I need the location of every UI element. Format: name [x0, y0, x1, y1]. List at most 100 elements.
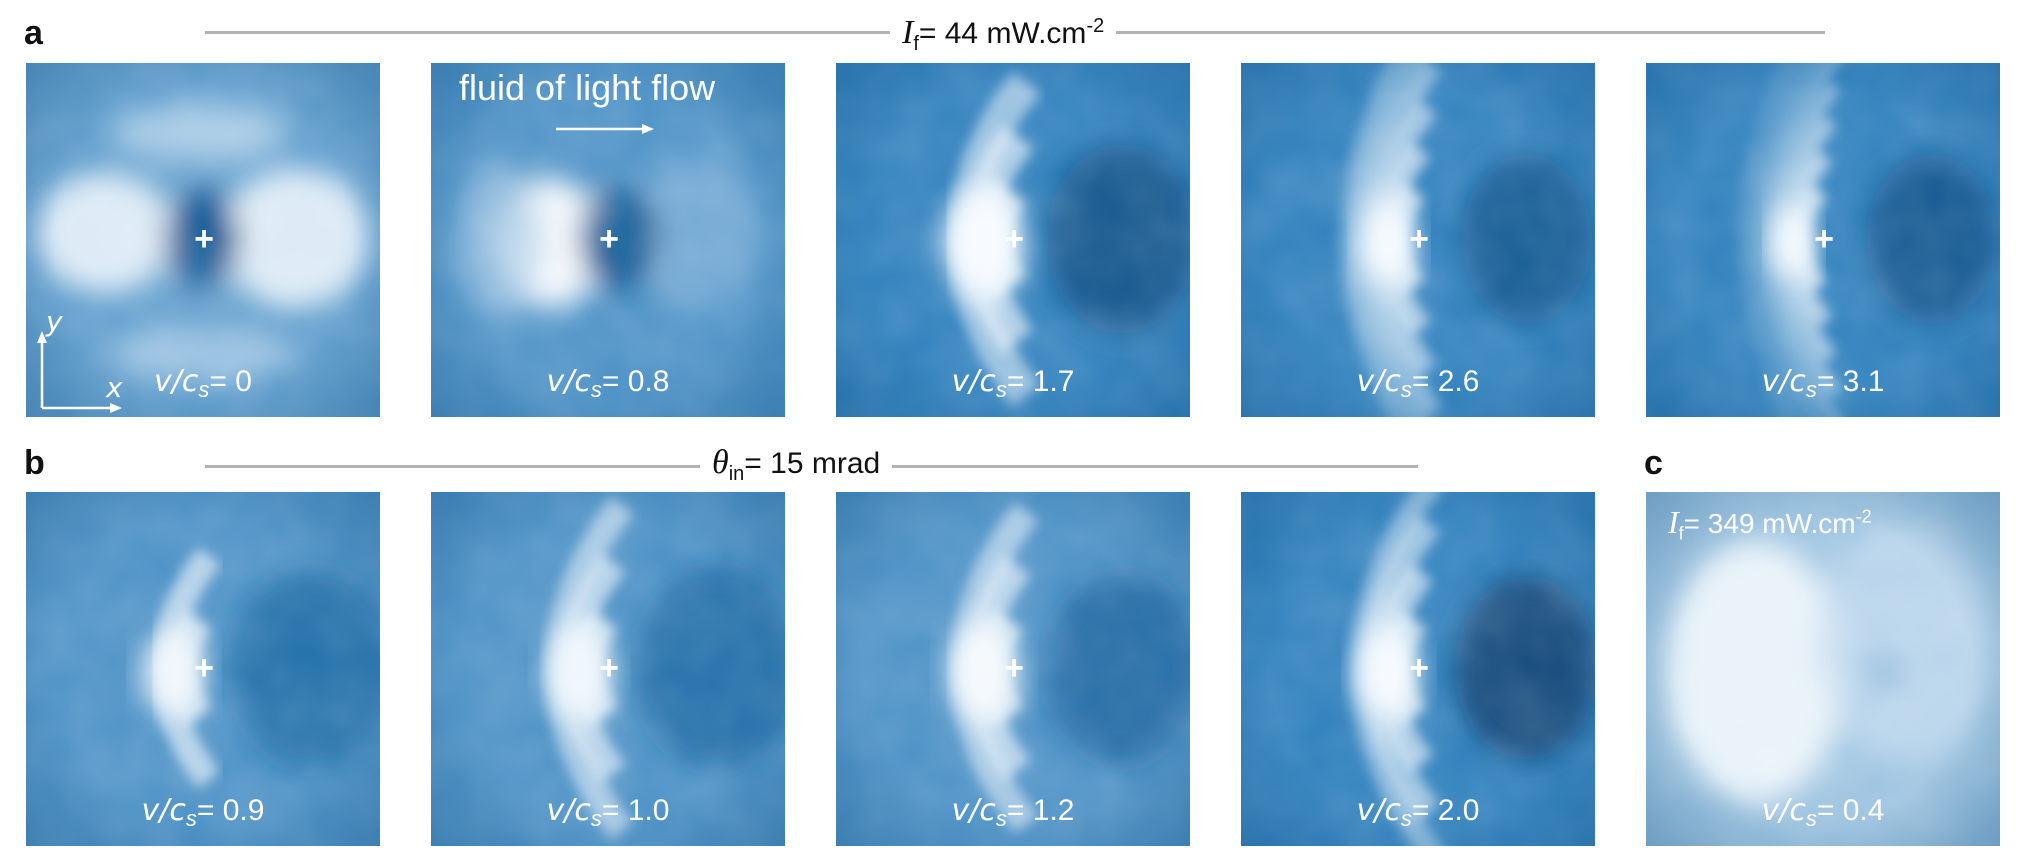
flow-arrow-icon	[556, 124, 654, 134]
ratio-v: v	[154, 364, 172, 399]
ratio-sub: s	[995, 806, 1007, 831]
velocity-ratio-label: v/cs= 0.9	[26, 793, 380, 832]
ratio-c: /c	[1374, 364, 1401, 399]
velocity-ratio-label: v/cs= 1.0	[431, 793, 785, 832]
ratio-v: v	[951, 364, 970, 399]
ratio-c: /c	[171, 364, 199, 399]
ratio-v: v	[951, 793, 970, 828]
axis-x-label: x	[106, 371, 123, 404]
flow-direction-label: fluid of light flow	[459, 67, 716, 108]
tile-c-subscript: f	[1678, 523, 1684, 544]
intensity-map	[1241, 492, 1595, 846]
ratio-value: = 0	[209, 365, 252, 398]
velocity-ratio-label: v/cs= 0.4	[1646, 793, 2000, 832]
ratio-sub: s	[590, 806, 602, 831]
header-a-text: = 44 mW.cm	[918, 17, 1087, 50]
obstacle-position-cross-icon: +	[194, 649, 214, 687]
intensity-image-tile: + v/cs= 1.7	[836, 63, 1190, 417]
intensity-map	[26, 492, 380, 846]
intensity-image-tile: + v/cs= 2.6	[1241, 63, 1595, 417]
intensity-map	[836, 492, 1190, 846]
velocity-ratio-label: v/cs= 1.7	[836, 364, 1190, 403]
velocity-ratio-label: v/cs= 0.8	[431, 364, 785, 403]
ratio-value: = 2.0	[1411, 794, 1480, 827]
intensity-image-tile: + v/cs= 0.8 fluid of light flow	[431, 63, 785, 417]
intensity-image-tile: + v/cs= 0 y x	[26, 63, 380, 417]
header-a-label: If= 44 mW.cm-2	[890, 14, 1117, 56]
intensity-map	[1646, 63, 2000, 417]
ratio-c: /c	[969, 793, 996, 828]
header-b-label: θin= 15 mrad	[700, 444, 893, 486]
obstacle-position-cross-icon: +	[599, 649, 619, 687]
tile-c-text: = 349 mW.cm	[1683, 508, 1856, 539]
ratio-v: v	[141, 793, 160, 828]
panel-label-a: a	[24, 14, 43, 52]
ratio-v: v	[546, 364, 565, 399]
intensity-map	[431, 63, 785, 417]
intensity-image-tile: + v/cs= 2.0	[1241, 492, 1595, 846]
header-a-superscript: -2	[1086, 15, 1105, 37]
tile-c-superscript: -2	[1855, 506, 1872, 527]
ratio-v: v	[1356, 364, 1375, 399]
obstacle-position-cross-icon: +	[1004, 649, 1024, 687]
panel-label-c: c	[1644, 444, 1663, 482]
ratio-v: v	[1356, 793, 1375, 828]
ratio-c: /c	[1374, 793, 1401, 828]
intensity-image-tile: + v/cs= 1.2	[836, 492, 1190, 846]
ratio-c: /c	[564, 793, 591, 828]
header-b-subscript: in	[728, 463, 745, 485]
velocity-ratio-label: v/cs= 0	[26, 364, 380, 403]
ratio-sub: s	[995, 377, 1007, 402]
panel-label-b: b	[24, 444, 45, 482]
ratio-value: = 1.7	[1006, 365, 1075, 398]
ratio-value: = 1.0	[601, 794, 670, 827]
velocity-ratio-label: v/cs= 2.0	[1241, 793, 1595, 832]
ratio-v: v	[546, 793, 565, 828]
axes-icon	[37, 331, 122, 413]
ratio-sub: s	[590, 377, 602, 402]
ratio-value: = 2.6	[1411, 365, 1480, 398]
ratio-v: v	[1761, 364, 1780, 399]
axis-y-label: y	[46, 305, 63, 338]
intensity-map	[26, 63, 380, 417]
ratio-sub: s	[185, 806, 197, 831]
obstacle-position-cross-icon: +	[194, 220, 214, 258]
ratio-value: = 3.1	[1816, 365, 1885, 398]
header-a-symbol: I	[902, 14, 914, 51]
obstacle-position-cross-icon: +	[1409, 649, 1429, 687]
ratio-sub: s	[198, 377, 210, 402]
velocity-ratio-label: v/cs= 2.6	[1241, 364, 1595, 403]
obstacle-position-cross-icon: +	[1004, 220, 1024, 258]
ratio-v: v	[1761, 793, 1780, 828]
intensity-map	[431, 492, 785, 846]
ratio-value: = 0.9	[196, 794, 265, 827]
ratio-sub: s	[1805, 806, 1817, 831]
ratio-c: /c	[564, 364, 591, 399]
intensity-map	[1241, 63, 1595, 417]
obstacle-position-cross-icon: +	[1814, 220, 1834, 258]
tile-c-symbol: I	[1668, 504, 1679, 540]
intensity-image-tile: v/cs= 0.4 If= 349 mW.cm-2	[1646, 492, 2000, 846]
ratio-c: /c	[969, 364, 996, 399]
header-b-symbol: θ	[712, 444, 729, 481]
header-a-subscript: f	[913, 33, 919, 55]
intensity-image-tile: + v/cs= 3.1	[1646, 63, 2000, 417]
intensity-map	[836, 63, 1190, 417]
ratio-c: /c	[1779, 793, 1806, 828]
intensity-image-tile: + v/cs= 0.9	[26, 492, 380, 846]
velocity-ratio-label: v/cs= 3.1	[1646, 364, 2000, 403]
intensity-map	[1646, 492, 2000, 846]
obstacle-position-cross-icon: +	[599, 220, 619, 258]
obstacle-position-cross-icon: +	[1409, 220, 1429, 258]
ratio-c: /c	[159, 793, 186, 828]
ratio-sub: s	[1805, 377, 1817, 402]
header-b-text: = 15 mrad	[744, 447, 881, 480]
ratio-sub: s	[1400, 377, 1412, 402]
ratio-value: = 1.2	[1006, 794, 1075, 827]
tile-c-intensity-label: If= 349 mW.cm-2	[1668, 504, 1872, 545]
ratio-c: /c	[1779, 364, 1806, 399]
ratio-value: = 0.4	[1816, 794, 1885, 827]
intensity-image-tile: + v/cs= 1.0	[431, 492, 785, 846]
ratio-sub: s	[1400, 806, 1412, 831]
ratio-value: = 0.8	[601, 365, 670, 398]
